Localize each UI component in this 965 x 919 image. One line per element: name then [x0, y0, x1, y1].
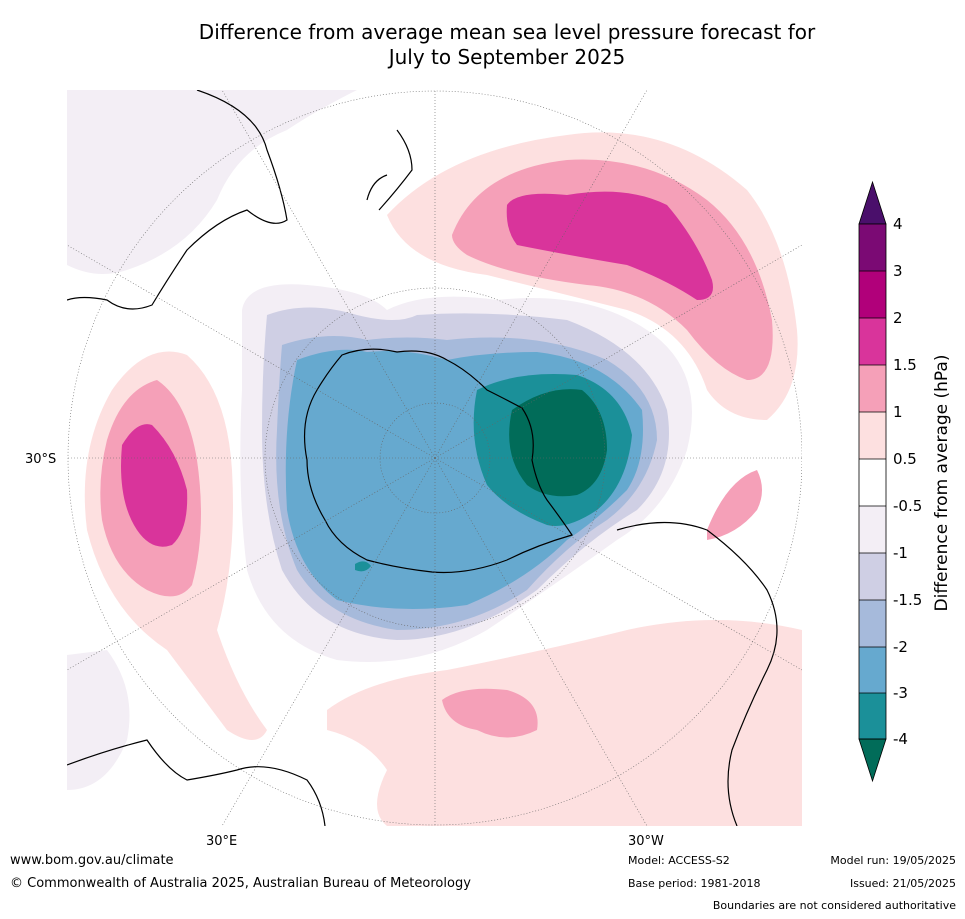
australia-coastline	[67, 90, 288, 310]
colorbar-tick: 0.5	[893, 450, 917, 468]
colorbar-band-m1tom1_5	[859, 553, 886, 600]
website-link[interactable]: www.bom.gov.au/climate	[10, 853, 174, 868]
ne-positive-core	[506, 191, 713, 300]
colorbar-band-1to1_5	[859, 365, 886, 412]
colorbar-tick: -3	[893, 684, 908, 702]
colorbar-label: Difference from average (hPa)	[932, 354, 952, 612]
small-negative-patch	[355, 561, 371, 572]
lon-label-30e: 30°E	[206, 834, 238, 849]
meridian-150e	[221, 457, 436, 826]
meridian-30e	[221, 90, 436, 459]
colorbar-band-2to3	[859, 271, 886, 318]
new-zealand-coastline	[366, 129, 413, 211]
model-name: Model: ACCESS-S2	[628, 854, 730, 867]
colorbar-band-m3tom4	[859, 693, 886, 739]
south-positive-mid	[442, 688, 538, 738]
antarctica-coastline	[303, 348, 573, 574]
colorbar-band-neutral	[859, 459, 886, 506]
nw-negative-region	[67, 90, 357, 274]
meridian-60e	[67, 244, 436, 459]
map-title: Difference from average mean sea level p…	[198, 20, 816, 69]
lon-label-30w: 30°W	[628, 834, 664, 849]
pressure-anomaly-map	[67, 90, 802, 826]
colorbar-tick: 3	[893, 262, 903, 280]
colorbar-tick: -4	[893, 730, 908, 748]
colorbar-band-m0_5tom1	[859, 506, 886, 553]
copyright-notice: © Commonwealth of Australia 2025, Austra…	[10, 876, 471, 891]
colorbar-tick: 2	[893, 309, 903, 327]
colorbar-tick: -1.5	[893, 591, 923, 609]
colorbar-band-3to4	[859, 224, 886, 271]
colorbar-tick: 1.5	[893, 356, 917, 374]
colorbar-band-m1_5tom2	[859, 600, 886, 647]
colorbar-tick: -1	[893, 544, 908, 562]
boundary-disclaimer: Boundaries are not considered authoritat…	[712, 899, 956, 912]
colorbar-extend-max	[858, 180, 887, 225]
colorbar-band-m2tom3	[859, 647, 886, 693]
colorbar-tick: -0.5	[893, 497, 923, 515]
west-positive-core	[121, 424, 188, 547]
lat-label-30s: 30°S	[25, 452, 57, 467]
colorbar-outline	[858, 223, 887, 740]
west-edge-negative-region	[67, 650, 130, 790]
graticule-circle-50s	[264, 287, 606, 629]
colorbar-tick: -2	[893, 638, 908, 656]
issued-date: Issued: 21/05/2025	[849, 877, 956, 890]
model-run-date: Model run: 19/05/2025	[830, 854, 956, 867]
base-period: Base period: 1981-2018	[628, 877, 761, 890]
colorbar-extend-min	[858, 738, 887, 783]
se-positive-patch	[707, 470, 762, 540]
colorbar-tick: 1	[893, 403, 903, 421]
colorbar-tick: 4	[893, 215, 903, 233]
colorbar-band-0_5to1	[859, 412, 886, 459]
africa-coastline	[67, 739, 326, 826]
south-positive-outer	[327, 620, 802, 826]
colorbar-band-1_5to2	[859, 318, 886, 365]
south-america-coastline	[616, 521, 778, 826]
